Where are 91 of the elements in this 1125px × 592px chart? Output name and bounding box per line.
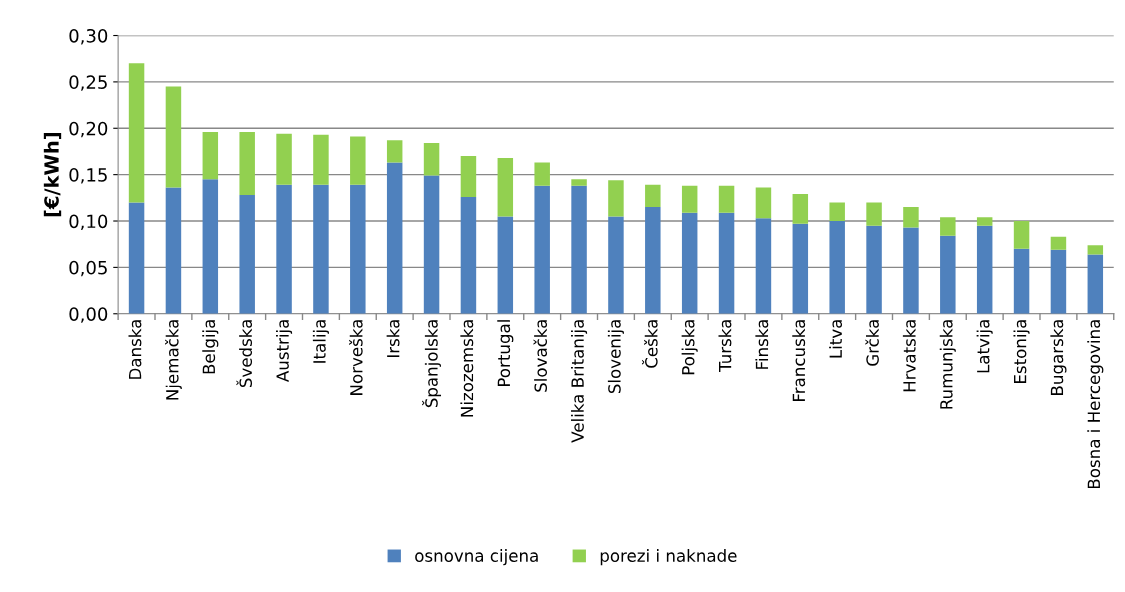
bar (866, 225, 882, 314)
x-tick-label: Grčka (865, 320, 879, 366)
bar (276, 133, 292, 185)
y-tick-label: 0,00 (69, 307, 108, 323)
y-tick-label: 0,10 (69, 214, 108, 230)
bar (829, 221, 845, 314)
bar (608, 180, 624, 217)
y-tick-label: 0,20 (69, 121, 108, 138)
y-tick-label: 0,05 (69, 260, 107, 277)
bar (386, 140, 403, 163)
bar (534, 162, 550, 186)
bar (202, 131, 219, 180)
bar (202, 179, 219, 314)
bar (571, 185, 587, 314)
x-tick-label: Turska (718, 320, 732, 372)
bar (792, 194, 809, 224)
x-tick-label: Poljska (681, 320, 698, 375)
legend-label: osnovna cijena (415, 549, 538, 566)
bar (903, 227, 919, 314)
bar (460, 156, 477, 197)
bar (350, 184, 366, 314)
bar (313, 134, 329, 185)
bar (128, 202, 145, 314)
bar (1050, 249, 1067, 314)
bar (313, 184, 329, 314)
y-tick-label: 0,30 (69, 28, 108, 45)
x-tick-label: Bosna i Hercegovina (1087, 320, 1104, 489)
x-tick-label: Irska (386, 320, 400, 358)
x-tick-label: Estonija (1013, 320, 1030, 383)
x-tick-label: Švedska (236, 320, 253, 388)
bar (645, 184, 661, 208)
x-tick-label: Rumunjska (939, 320, 956, 409)
bar (239, 131, 255, 196)
bar (718, 185, 735, 213)
bar (350, 136, 366, 185)
bar (1013, 221, 1030, 249)
x-tick-label: Slovenija (607, 320, 624, 394)
x-tick-label: Norveška (349, 320, 363, 395)
x-tick-label: Litva (829, 320, 843, 358)
x-tick-label: Portugal (497, 320, 514, 386)
y-tick-label: 0,15 (69, 168, 107, 184)
x-tick-label: Bugarska (1050, 320, 1067, 395)
bar (423, 143, 440, 176)
bar (1087, 254, 1104, 314)
bar (386, 162, 403, 314)
x-tick-label: Velika Britanija (571, 320, 588, 443)
x-tick-label: Španjolska (422, 320, 442, 408)
bar (792, 223, 809, 314)
x-tick-label: Njemačka (165, 320, 182, 400)
bar (571, 179, 587, 186)
bar (1050, 236, 1067, 250)
legend-label: porezi i naknade (600, 549, 737, 566)
x-tick-label: Nizozemska (460, 320, 474, 417)
bar (276, 184, 292, 314)
x-tick-label: Francuska (792, 320, 806, 401)
bar (829, 202, 845, 222)
x-tick-label: Danska (128, 320, 142, 379)
bar (423, 175, 440, 314)
bar (645, 207, 661, 314)
bar (1013, 248, 1030, 314)
x-tick-label: Češka (641, 320, 658, 368)
bar (681, 185, 698, 213)
x-tick-label: Belgija (202, 320, 219, 374)
bar (608, 216, 624, 314)
bar (128, 63, 145, 203)
bar (497, 216, 514, 314)
bar (940, 235, 956, 314)
bar (681, 212, 698, 314)
bar (976, 225, 993, 314)
x-tick-label: Finska (755, 320, 769, 369)
bar (976, 217, 993, 226)
bar (866, 202, 882, 226)
y-axis-title: [€/kWh] (43, 133, 62, 217)
x-tick-label: Hrvatska (902, 320, 916, 392)
bar (755, 218, 772, 314)
bar (755, 187, 772, 219)
bar (718, 212, 735, 314)
bar (497, 157, 514, 217)
x-tick-label: Italija (312, 320, 329, 363)
y-tick-label: 0,25 (69, 75, 107, 91)
bar (165, 86, 182, 188)
bar (903, 207, 919, 228)
bar (165, 187, 182, 314)
bar (239, 195, 255, 314)
bar (940, 217, 956, 236)
bar (460, 196, 477, 314)
x-tick-label: Slovačka (533, 320, 548, 392)
x-tick-label: Latvija (976, 320, 993, 373)
bar (1087, 245, 1104, 255)
bar (534, 185, 550, 314)
x-tick-label: Austrija (276, 320, 293, 382)
